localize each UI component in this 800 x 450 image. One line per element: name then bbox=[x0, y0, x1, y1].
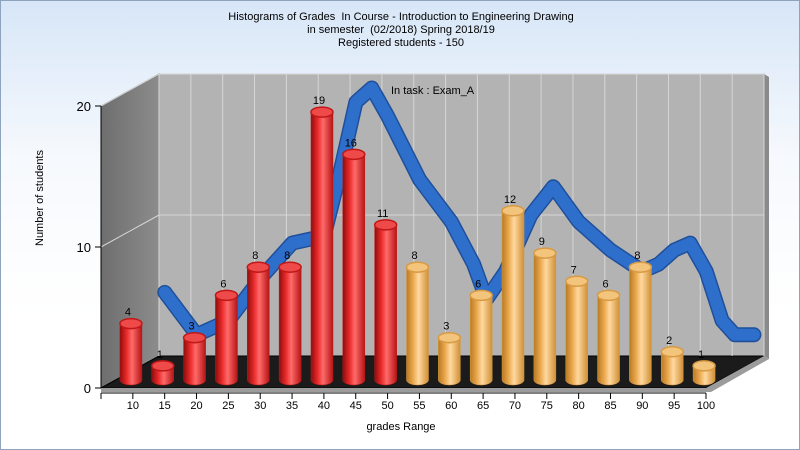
floor-rim bbox=[101, 356, 769, 392]
title-line-2: in semester (02/2018) Spring 2018/19 bbox=[307, 24, 495, 36]
data-label: 12 bbox=[504, 194, 516, 206]
bar-top bbox=[501, 205, 525, 217]
x-tick-label: 70 bbox=[509, 400, 521, 412]
x-tick-label: 25 bbox=[222, 400, 234, 412]
x-tick-label: 10 bbox=[127, 400, 139, 412]
x-tick-label: 80 bbox=[573, 400, 585, 412]
title-line-1: Histograms of Grades In Course - Introdu… bbox=[228, 11, 574, 23]
x-tick-label: 15 bbox=[159, 400, 171, 412]
x-tick-label: 75 bbox=[541, 400, 553, 412]
bar-top bbox=[596, 289, 621, 302]
bar-top bbox=[119, 317, 143, 330]
y-axis-label: Number of students bbox=[34, 150, 46, 246]
y-tick-label: 0 bbox=[84, 381, 91, 396]
bar bbox=[310, 111, 334, 386]
data-label: 1 bbox=[157, 349, 163, 361]
title-line-3: Registered students - 150 bbox=[338, 37, 464, 49]
data-label: 2 bbox=[666, 335, 672, 347]
bar bbox=[565, 281, 588, 386]
data-label: 11 bbox=[377, 208, 388, 220]
x-tick-label: 95 bbox=[668, 400, 680, 412]
bar-top bbox=[278, 261, 302, 273]
bar bbox=[215, 295, 238, 386]
x-tick-label: 40 bbox=[318, 400, 330, 412]
x-tick-label: 35 bbox=[286, 400, 298, 412]
data-label: 7 bbox=[571, 264, 577, 276]
x-tick-label: 50 bbox=[381, 400, 393, 412]
data-label: 6 bbox=[602, 278, 608, 290]
bar bbox=[469, 295, 493, 386]
data-label: 8 bbox=[284, 250, 290, 262]
bar-top bbox=[405, 261, 430, 273]
data-label: 3 bbox=[189, 321, 195, 333]
bar bbox=[374, 224, 397, 386]
bar bbox=[406, 266, 429, 386]
bar bbox=[660, 351, 684, 386]
bar bbox=[501, 210, 525, 386]
data-label: 19 bbox=[313, 95, 325, 107]
data-label: 1 bbox=[698, 349, 704, 361]
bar-top bbox=[533, 247, 557, 259]
bar bbox=[278, 266, 302, 386]
bar bbox=[438, 337, 461, 386]
grid-line-diagonal bbox=[100, 214, 160, 248]
y-tick-label: 20 bbox=[77, 99, 91, 114]
bar bbox=[342, 154, 366, 386]
bar bbox=[629, 266, 652, 386]
x-tick-label: 20 bbox=[190, 400, 202, 412]
x-tick-label: 30 bbox=[254, 400, 266, 412]
bar-top bbox=[469, 289, 493, 302]
bar-top bbox=[310, 106, 334, 118]
bar-top bbox=[660, 346, 684, 358]
bar bbox=[119, 323, 143, 386]
bar-top bbox=[437, 331, 462, 344]
bar bbox=[597, 295, 620, 386]
bar bbox=[183, 337, 206, 386]
chart-title: Histograms of Grades In Course - Introdu… bbox=[1, 11, 799, 50]
bar bbox=[247, 266, 270, 386]
x-tick-label: 65 bbox=[477, 400, 489, 412]
x-axis-label: grades Range bbox=[366, 421, 436, 433]
data-label: 4 bbox=[125, 307, 131, 319]
x-tick-label: 100 bbox=[697, 400, 715, 412]
bar-top bbox=[342, 148, 366, 161]
bar-top bbox=[692, 360, 716, 372]
bar-top bbox=[246, 261, 271, 273]
bar-top bbox=[564, 275, 589, 288]
wall-rim bbox=[764, 74, 769, 359]
data-label: 6 bbox=[220, 278, 226, 290]
x-tick-label: 55 bbox=[413, 400, 425, 412]
data-label: 8 bbox=[411, 250, 417, 262]
data-label: 9 bbox=[539, 236, 545, 248]
data-label: 3 bbox=[443, 321, 449, 333]
x-tick-label: 45 bbox=[350, 400, 362, 412]
bar-top bbox=[182, 331, 207, 344]
bar-top bbox=[628, 261, 653, 273]
data-label: 6 bbox=[475, 278, 481, 290]
x-tick-label: 85 bbox=[604, 400, 616, 412]
bar-top bbox=[373, 219, 398, 231]
annotation-text: In task : Exam_A bbox=[391, 85, 475, 97]
data-label: 8 bbox=[634, 250, 640, 262]
data-label: 16 bbox=[345, 137, 357, 149]
bar-top bbox=[151, 360, 175, 372]
bar bbox=[533, 252, 557, 386]
y-tick-label: 10 bbox=[77, 240, 91, 255]
x-tick-label: 90 bbox=[636, 400, 648, 412]
bar-top bbox=[214, 289, 239, 302]
grid-line-diagonal bbox=[100, 73, 160, 107]
data-label: 8 bbox=[252, 250, 258, 262]
x-tick-label: 60 bbox=[445, 400, 457, 412]
